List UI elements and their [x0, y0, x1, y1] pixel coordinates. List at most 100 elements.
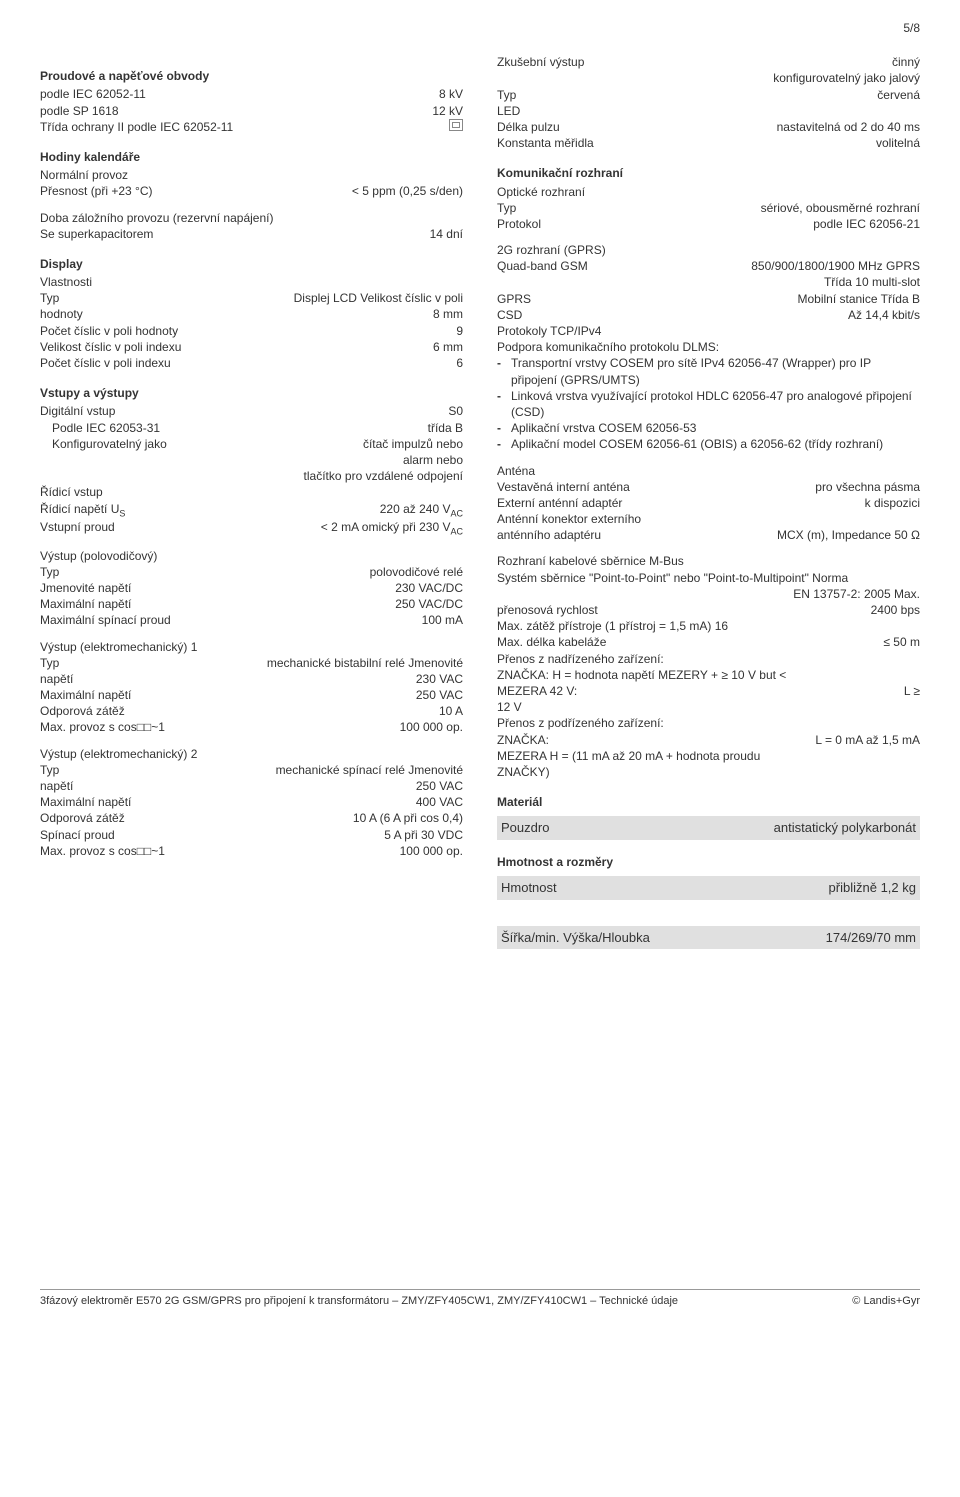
sect-material: Materiál: [497, 794, 920, 810]
value: L ≥: [904, 683, 920, 699]
row: Typ Displej LCD Velikost číslic v poli: [40, 290, 463, 306]
row: anténního adaptéruMCX (m), Impedance 50 …: [497, 527, 920, 543]
list-item: -Linková vrstva využívající protokol HDL…: [497, 388, 920, 420]
band-row: Hmotnost přibližně 1,2 kg: [497, 876, 920, 900]
label: Anténa: [497, 463, 920, 479]
label: Jmenovité napětí: [40, 580, 395, 596]
sect-dimensions: Hmotnost a rozměry: [497, 854, 920, 870]
row: Typpolovodičové relé: [40, 564, 463, 580]
row: Quad-band GSM850/900/1800/1900 MHz GPRS: [497, 258, 920, 274]
label: Přesnost (při +23 °C): [40, 183, 352, 199]
label: Max. délka kabeláže: [497, 634, 883, 650]
label: podle SP 1618: [40, 103, 432, 119]
value: 10 A: [439, 703, 463, 719]
value: přibližně 1,2 kg: [829, 879, 916, 897]
label: Počet číslic v poli indexu: [40, 355, 456, 371]
label: napětí: [40, 778, 416, 794]
value: 14 dní: [430, 226, 463, 242]
row: Spínací proud5 A při 30 VDC: [40, 827, 463, 843]
label: Vstupní proud: [40, 519, 321, 535]
value: 8 mm: [433, 306, 463, 322]
row: přenosová rychlost2400 bps: [497, 602, 920, 618]
label: Přenos z nadřízeného zařízení:: [497, 651, 920, 667]
label: Konstanta měřidla: [497, 135, 876, 151]
label: MEZERA 42 V:: [497, 683, 904, 699]
value: L = 0 mA až 1,5 mA: [815, 732, 920, 748]
label: Externí anténní adaptér: [497, 495, 865, 511]
label: Quad-band GSM: [497, 258, 751, 274]
content-columns: Proudové a napěťové obvody podle IEC 620…: [40, 54, 920, 949]
page-footer: 3fázový elektroměr E570 2G GSM/GPRS pro …: [40, 1289, 920, 1309]
label: Protokoly TCP/IPv4: [497, 323, 920, 339]
label: Max. zátěž přístroje (1 přístroj = 1,5 m…: [497, 618, 920, 634]
label: Digitální vstup: [40, 403, 448, 419]
value: Až 14,4 kbit/s: [848, 307, 920, 323]
value: třída B: [428, 420, 463, 436]
row: Typsériové, obousměrné rozhraní: [497, 200, 920, 216]
page-number: 5/8: [40, 20, 920, 36]
row: Se superkapacitorem 14 dní: [40, 226, 463, 242]
label: Spínací proud: [40, 827, 384, 843]
label: Max. provoz s cos□□~1: [40, 719, 400, 735]
right-column: Zkušební výstupčinný konfigurovatelný ja…: [497, 54, 920, 949]
row: Délka pulzunastavitelná od 2 do 40 ms: [497, 119, 920, 135]
value: mechanické bistabilní relé Jmenovité: [267, 655, 463, 671]
label: Šířka/min. Výška/Hloubka: [501, 929, 650, 947]
label: Maximální napětí: [40, 596, 395, 612]
value: mechanické spínací relé Jmenovité: [276, 762, 463, 778]
value: konfigurovatelný jako jalový: [773, 70, 920, 86]
value: 6 mm: [433, 339, 463, 355]
row: Vestavěná interní anténapro všechna pásm…: [497, 479, 920, 495]
value: 8 kV: [439, 86, 463, 102]
label: Řídicí vstup: [40, 484, 463, 500]
value: ≤ 50 m: [883, 634, 920, 650]
row: napětí230 VAC: [40, 671, 463, 687]
row: Max. délka kabeláže≤ 50 m: [497, 634, 920, 650]
label: Se superkapacitorem: [40, 226, 430, 242]
row: CSDAž 14,4 kbit/s: [497, 307, 920, 323]
value: 6: [456, 355, 463, 371]
row: Podle IEC 62053-31 třída B: [40, 420, 463, 436]
dash-icon: -: [497, 436, 511, 452]
value: 850/900/1800/1900 MHz GPRS: [751, 258, 920, 274]
value: 250 VAC: [416, 778, 463, 794]
row: Odporová zátěž10 A (6 A při cos 0,4): [40, 810, 463, 826]
value: volitelná: [876, 135, 920, 151]
dash-icon: -: [497, 420, 511, 436]
row: Maximální napětí400 VAC: [40, 794, 463, 810]
label: Hmotnost: [501, 879, 557, 897]
label: CSD: [497, 307, 848, 323]
label: Max. provoz s cos□□~1: [40, 843, 400, 859]
label: Typ: [40, 564, 370, 580]
label: napětí: [40, 671, 416, 687]
left-column: Proudové a napěťové obvody podle IEC 620…: [40, 54, 463, 949]
row: Maximální napětí250 VAC/DC: [40, 596, 463, 612]
label: ZNAČKA:: [497, 732, 815, 748]
value: 5 A při 30 VDC: [384, 827, 463, 843]
label: GPRS: [497, 291, 797, 307]
row: GPRSMobilní stanice Třída B: [497, 291, 920, 307]
row: Počet číslic v poli indexu 6: [40, 355, 463, 371]
value: činný: [892, 54, 920, 70]
label: Vestavěná interní anténa: [497, 479, 815, 495]
footer-left: 3fázový elektroměr E570 2G GSM/GPRS pro …: [40, 1294, 678, 1309]
label: Optické rozhraní: [497, 184, 920, 200]
label: Výstup (elektromechanický) 2: [40, 746, 463, 762]
value: Třída 10 multi-slot: [824, 274, 920, 290]
row: alarm nebo: [40, 452, 463, 468]
row: hodnoty 8 mm: [40, 306, 463, 322]
label: Výstup (elektromechanický) 1: [40, 639, 463, 655]
row: napětí250 VAC: [40, 778, 463, 794]
row: Typmechanické spínací relé Jmenovité: [40, 762, 463, 778]
label: Výstup (polovodičový): [40, 548, 463, 564]
row: Konstanta měřidlavolitelná: [497, 135, 920, 151]
label: Typ: [40, 655, 267, 671]
label: Rozhraní kabelové sběrnice M-Bus: [497, 553, 920, 569]
label: ZNAČKY): [497, 764, 920, 780]
value: 100 mA: [422, 612, 463, 628]
value: Displej LCD Velikost číslic v poli: [294, 290, 463, 306]
value: 2400 bps: [871, 602, 920, 618]
bullet-text: Aplikační vrstva COSEM 62056-53: [511, 420, 920, 436]
label: Typ: [497, 87, 877, 103]
label: ZNAČKA: H = hodnota napětí MEZERY + ≥ 10…: [497, 667, 920, 683]
